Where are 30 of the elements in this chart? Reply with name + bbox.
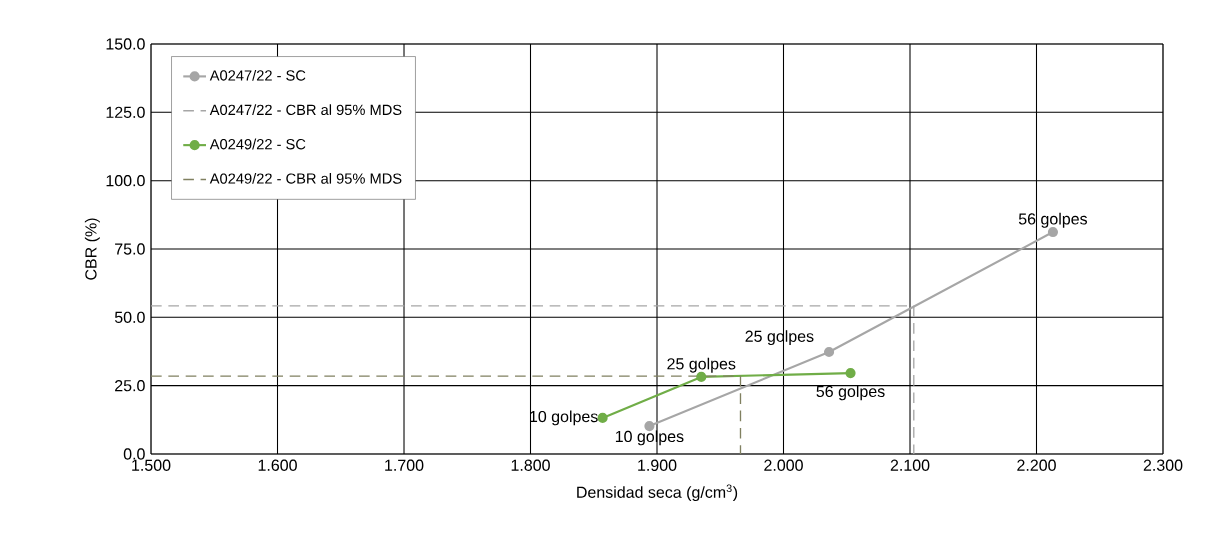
x-tick-label: 1.900	[638, 459, 677, 471]
x-tick-label: 2.100	[890, 459, 930, 471]
legend-label: A0247/22 - CBR al 95% MDS	[209, 104, 402, 116]
y-tick-label: 125.0	[106, 106, 145, 118]
legend-label: A0247/22 - SC	[209, 69, 306, 81]
x-axis-title: Densidad seca (g/cm$^{3}$)	[577, 484, 738, 502]
annotation: 10 golpes	[615, 430, 684, 446]
y-tick-label: 150.0	[106, 38, 145, 50]
x-tick-label: 1.700	[385, 459, 424, 471]
y-tick-label: 25.0	[115, 380, 145, 392]
x-tick-label: 2.200	[1017, 459, 1056, 471]
y-tick-label: 75.0	[115, 243, 145, 255]
y-tick-label: 0.0	[123, 448, 145, 460]
x-tick-label: 1.600	[258, 459, 297, 471]
annotation: 56 golpes	[1018, 212, 1088, 228]
point	[823, 346, 835, 358]
y-axis-title: CBR (%)	[84, 218, 100, 280]
x-tick-label: 1.500	[132, 459, 171, 471]
y-tick-label: 100.0	[106, 175, 145, 187]
annotation: 10 golpes	[530, 410, 598, 426]
legend-label: A0249/22 - SC	[209, 138, 306, 150]
point	[597, 412, 608, 423]
annotation: 56 golpes	[816, 385, 885, 401]
annotation: 25 golpes	[667, 357, 736, 373]
x-tick-label: 2.000	[764, 459, 803, 471]
x-tick-label: 1.800	[511, 459, 550, 471]
y-tick-label: 50.0	[114, 311, 145, 323]
legend-label: A0249/22 - CBR al 95% MDS	[209, 172, 402, 184]
x-tick-label: 2.300	[1143, 459, 1183, 471]
point	[845, 368, 856, 379]
